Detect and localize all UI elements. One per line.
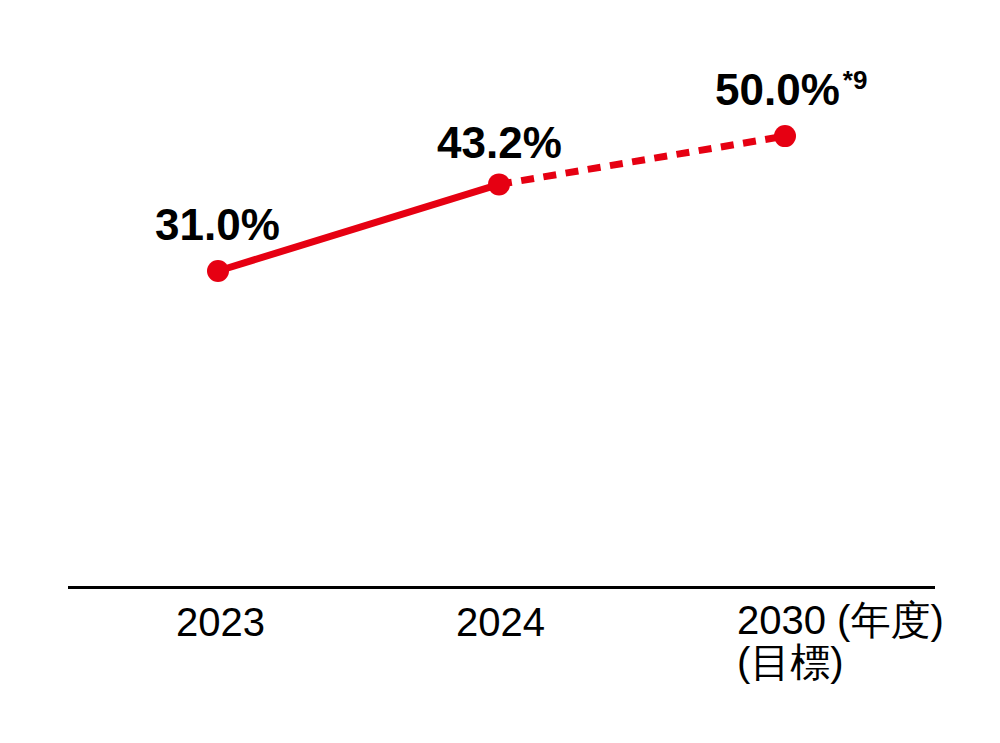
x-tick-2024: 2024 [456,601,545,643]
x-tick-2030-line2: (目標) [737,641,944,683]
data-label-2030-value: 50.0% [715,65,840,114]
x-tick-2030: 2030 (年度) (目標) [737,599,944,683]
data-label-2024: 43.2% [437,117,562,170]
line-chart: 31.0% 43.2% 50.0%*9 2023 2024 2030 (年度) … [0,0,1000,743]
x-axis-line [68,586,935,589]
footnote-marker: *9 [843,65,868,95]
x-tick-2030-line1: 2030 (年度) [737,599,944,641]
data-label-2030: 50.0%*9 [715,64,867,117]
x-tick-2023: 2023 [176,601,265,643]
data-label-2023: 31.0% [155,199,280,252]
